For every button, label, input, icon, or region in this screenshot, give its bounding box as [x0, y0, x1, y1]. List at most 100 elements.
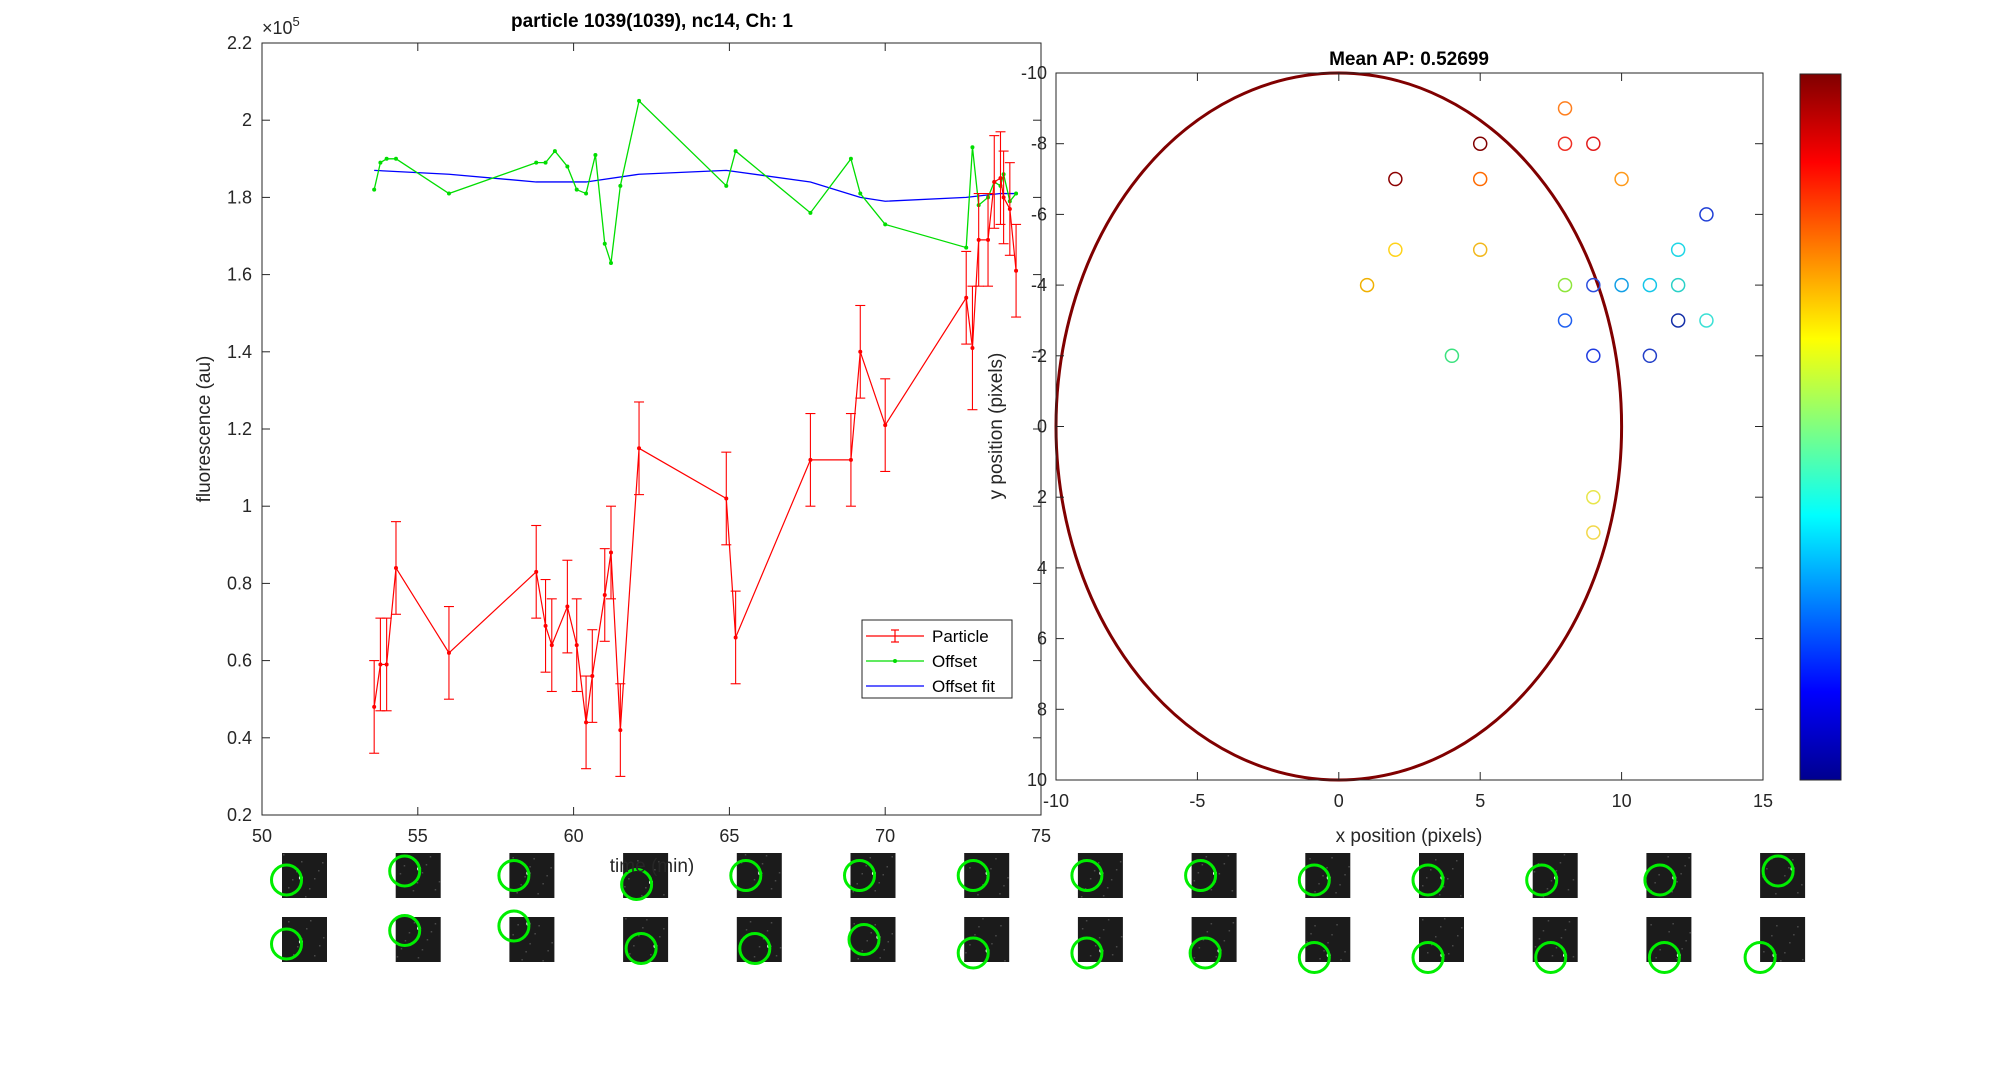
- thumbnail-image: [282, 853, 327, 898]
- x-tick-label: -10: [1043, 791, 1069, 811]
- y-tick-label: 0: [1037, 417, 1047, 437]
- thumbnail-noise: [1689, 932, 1691, 934]
- y-tick-label: 2: [1037, 487, 1047, 507]
- particle-point: [848, 457, 853, 462]
- thumbnail-cell: [388, 853, 441, 898]
- thumbnail-noise: [434, 923, 437, 925]
- y-tick-label: -8: [1031, 134, 1047, 154]
- particle-point: [976, 237, 981, 242]
- position-point: [1388, 242, 1403, 257]
- thumbnail-noise: [1456, 860, 1458, 862]
- particle-point: [637, 446, 642, 451]
- thumbnail-image: [1646, 917, 1692, 962]
- thumbnail-noise: [1567, 889, 1570, 891]
- position-point: [1586, 489, 1601, 505]
- position-point: [1557, 277, 1573, 293]
- right-x-axis-label: x position (pixels): [1336, 826, 1483, 847]
- thumbnail-noise: [1658, 874, 1660, 876]
- offset-point: [602, 241, 607, 246]
- thumbnail-noise: [1802, 959, 1804, 961]
- thumbnail-noise: [1789, 942, 1791, 944]
- thumbnail-noise: [517, 924, 519, 926]
- x-tick-label: 5: [1475, 791, 1485, 811]
- thumbnail-noise: [1542, 896, 1545, 898]
- particle-point: [565, 604, 570, 609]
- thumbnail-noise: [534, 933, 536, 935]
- thumbnail-noise: [1563, 854, 1566, 856]
- thumbnail-cell: [497, 853, 555, 898]
- thumbnail-noise: [1198, 947, 1201, 949]
- position-point: [1699, 313, 1714, 328]
- thumbnail-noise: [1106, 887, 1109, 889]
- thumbnail-noise: [1319, 958, 1321, 960]
- thumbnail-noise: [404, 940, 407, 942]
- thumbnail-ring: [843, 859, 876, 892]
- thumbnail-cell: [388, 914, 441, 962]
- thumbnail-ring: [1647, 941, 1681, 974]
- thumbnail-image: [282, 917, 327, 962]
- position-point: [1586, 277, 1601, 293]
- thumbnail-cell: [1188, 917, 1237, 970]
- particle-point: [883, 423, 888, 428]
- thumbnail-noise: [1655, 957, 1657, 959]
- thumbnail-noise: [1336, 924, 1338, 926]
- thumbnail-noise: [1676, 881, 1678, 883]
- thumbnail-noise: [1426, 877, 1428, 879]
- thumbnail-noise: [852, 891, 854, 893]
- thumbnail-ring: [1070, 859, 1104, 892]
- thumbnail-noise: [758, 946, 761, 948]
- offset-point: [618, 183, 623, 188]
- thumbnail-noise: [1335, 892, 1337, 894]
- thumbnail-noise: [1533, 871, 1536, 873]
- thumbnail-noise: [1205, 856, 1208, 858]
- thumbnail-noise: [538, 925, 540, 927]
- thumbnail-noise: [1344, 874, 1346, 876]
- offset-point: [964, 245, 969, 250]
- thumbnail-noise: [766, 930, 769, 932]
- particle-point: [543, 623, 548, 628]
- thumbnail-noise: [1344, 951, 1346, 953]
- y-tick-label: 6: [1037, 629, 1047, 649]
- thumbnail-noise: [740, 862, 743, 864]
- thumbnail-noise: [1688, 857, 1690, 859]
- legend-offset-label: Offset: [932, 652, 977, 671]
- thumbnail-noise: [753, 879, 756, 881]
- right-plot-points: [1359, 101, 1714, 540]
- thumbnail-noise: [533, 858, 535, 860]
- thumbnail-noise: [745, 929, 748, 931]
- position-point: [1557, 101, 1573, 116]
- thumbnail-ring: [1761, 854, 1795, 888]
- thumbnail-noise: [757, 871, 760, 873]
- thumbnail-noise: [990, 868, 992, 870]
- right-y-axis-label: y position (pixels): [986, 353, 1007, 500]
- thumbnail-ring: [1070, 936, 1104, 970]
- thumbnail-noise: [625, 918, 627, 920]
- thumbnail-noise: [857, 958, 859, 960]
- thumbnail-noise: [869, 857, 871, 859]
- thumbnail-noise: [995, 858, 997, 860]
- thumbnail-noise: [646, 919, 648, 921]
- thumbnail-noise: [650, 954, 652, 956]
- thumbnail-noise: [1667, 856, 1669, 858]
- thumbnail-noise: [974, 934, 976, 936]
- thumbnail-noise: [1327, 942, 1329, 944]
- thumbnail-cell: [1297, 853, 1351, 898]
- right-plot-ticks: -10 -5 0 5 10 15 -10 -8 -6 -4 -2 0 2 4 6 8 10: [1021, 63, 1773, 811]
- y-tick-label: 0.2: [227, 805, 252, 825]
- thumbnail-noise: [977, 894, 979, 896]
- thumbnail-noise: [1775, 893, 1777, 895]
- thumbnail-noise: [1084, 888, 1087, 890]
- thumbnail-noise: [1228, 930, 1231, 932]
- thumbnail-noise: [861, 950, 863, 952]
- thumbnail-noise: [1102, 929, 1105, 931]
- y-tick-label: 8: [1037, 699, 1047, 719]
- position-point: [1557, 313, 1573, 328]
- thumbnail-noise: [413, 922, 416, 924]
- thumbnail-ring: [847, 923, 881, 956]
- thumbnail-noise: [1331, 857, 1333, 859]
- thumbnail-noise: [322, 862, 324, 864]
- thumbnail-noise: [1766, 868, 1768, 870]
- offset-point: [1014, 191, 1019, 196]
- thumbnail-ring: [729, 859, 763, 892]
- thumbnail-noise: [1210, 923, 1213, 925]
